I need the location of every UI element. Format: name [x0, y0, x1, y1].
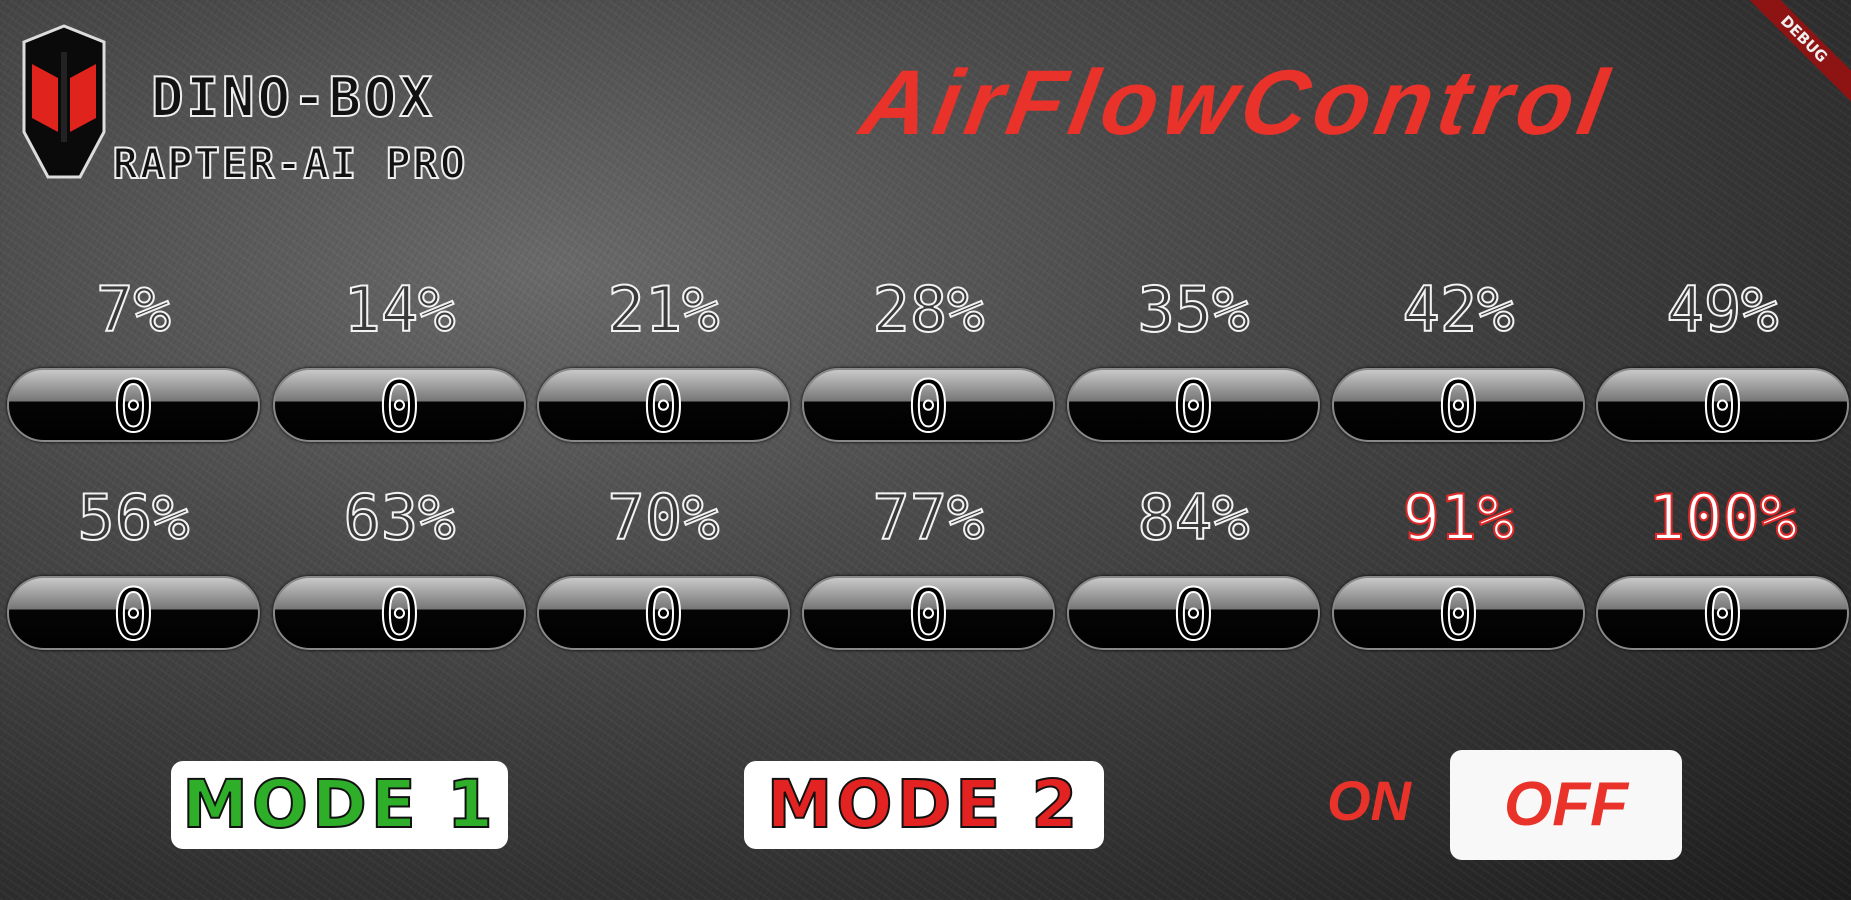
level-value-button[interactable]: 0	[273, 576, 526, 650]
mode-2-button[interactable]: MODE 2	[744, 761, 1104, 849]
level-value-button[interactable]: 0	[1596, 368, 1849, 442]
level-percent-label: 49%	[1666, 273, 1780, 346]
level-value-button[interactable]: 0	[1067, 368, 1320, 442]
level-cell: 42% 0	[1332, 273, 1585, 442]
level-value-button[interactable]: 0	[802, 576, 1055, 650]
level-value-button[interactable]: 0	[537, 368, 790, 442]
level-value: 0	[906, 576, 950, 650]
helmet-logo-icon	[22, 24, 106, 179]
brand-model: RAPTER-AI PRO	[112, 139, 468, 189]
level-cell: 70% 0	[537, 481, 790, 650]
level-value-button[interactable]: 0	[802, 368, 1055, 442]
level-cell: 7% 0	[7, 273, 260, 442]
level-value: 0	[111, 576, 155, 650]
level-percent-label: 100%	[1647, 481, 1798, 554]
brand-name: DINO-BOX	[150, 66, 436, 129]
level-cell: 100% 0	[1596, 481, 1849, 650]
level-value-button[interactable]: 0	[1596, 576, 1849, 650]
level-cell: 35% 0	[1067, 273, 1320, 442]
on-button[interactable]: ON	[1327, 769, 1411, 832]
level-cell: 14% 0	[273, 273, 526, 442]
level-value-button[interactable]: 0	[7, 368, 260, 442]
off-button[interactable]: OFF	[1450, 750, 1682, 860]
level-value: 0	[111, 368, 155, 442]
level-percent-label: 7%	[95, 273, 172, 346]
level-value: 0	[641, 576, 685, 650]
level-cell: 63% 0	[273, 481, 526, 650]
level-percent-label: 35%	[1137, 273, 1251, 346]
level-percent-label: 70%	[607, 481, 721, 554]
level-percent-label: 21%	[607, 273, 721, 346]
level-value: 0	[1171, 576, 1215, 650]
level-percent-label: 42%	[1402, 273, 1516, 346]
level-cell: 91% 0	[1332, 481, 1585, 650]
level-value-button[interactable]: 0	[537, 576, 790, 650]
level-cell: 77% 0	[802, 481, 1055, 650]
level-cell: 56% 0	[7, 481, 260, 650]
level-cell: 28% 0	[802, 273, 1055, 442]
app-title: AirFlowControl	[853, 52, 1621, 154]
level-value: 0	[377, 368, 421, 442]
level-percent-label: 56%	[77, 481, 191, 554]
level-percent-label: 63%	[343, 481, 457, 554]
level-value: 0	[1700, 368, 1744, 442]
level-cell: 21% 0	[537, 273, 790, 442]
level-cell: 84% 0	[1067, 481, 1320, 650]
mode-1-button[interactable]: MODE 1	[171, 761, 508, 849]
level-value: 0	[906, 368, 950, 442]
level-value-button[interactable]: 0	[1332, 368, 1585, 442]
level-percent-label: 84%	[1137, 481, 1251, 554]
level-percent-label: 91%	[1402, 481, 1516, 554]
level-value-button[interactable]: 0	[1332, 576, 1585, 650]
level-percent-label: 77%	[872, 481, 986, 554]
level-value: 0	[377, 576, 421, 650]
level-value-button[interactable]: 0	[7, 576, 260, 650]
level-percent-label: 28%	[872, 273, 986, 346]
level-value: 0	[1171, 368, 1215, 442]
level-value: 0	[1700, 576, 1744, 650]
level-value-button[interactable]: 0	[273, 368, 526, 442]
level-percent-label: 14%	[343, 273, 457, 346]
level-cell: 49% 0	[1596, 273, 1849, 442]
level-value-button[interactable]: 0	[1067, 576, 1320, 650]
level-value: 0	[1436, 576, 1480, 650]
level-value: 0	[641, 368, 685, 442]
level-value: 0	[1436, 368, 1480, 442]
